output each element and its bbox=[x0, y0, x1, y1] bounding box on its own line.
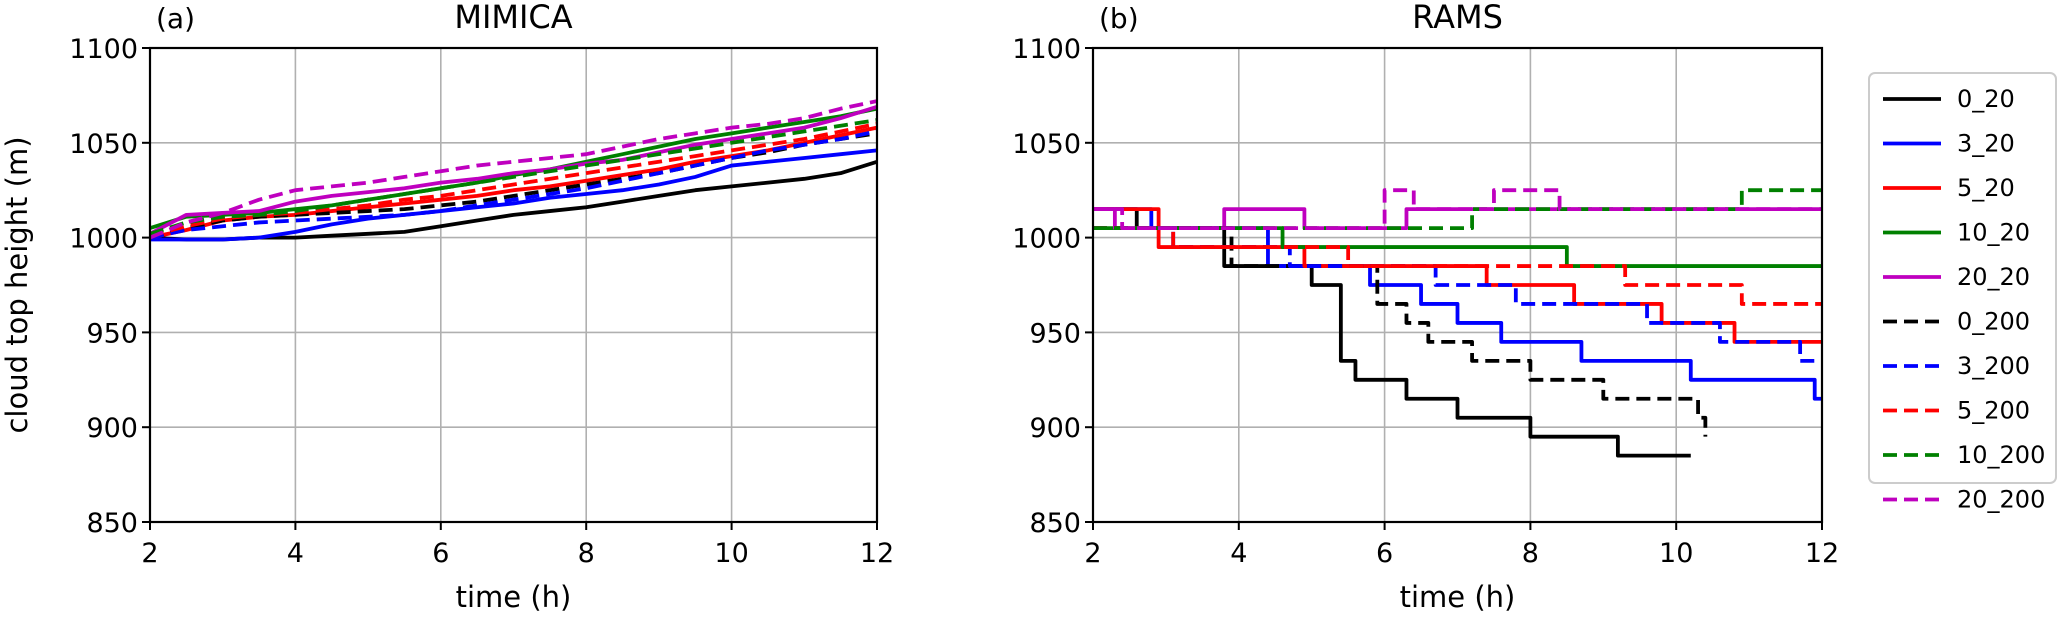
x-tick-label: 12 bbox=[1805, 538, 1839, 569]
legend-item: 0_20 bbox=[1883, 85, 2015, 113]
y-tick-label: 850 bbox=[86, 508, 138, 539]
series-line-3-20 bbox=[150, 148, 877, 242]
legend-label: 5_20 bbox=[1957, 174, 2015, 202]
axes-frame bbox=[1091, 46, 1824, 524]
x-axis-label: time (h) bbox=[456, 580, 572, 614]
x-tick-label: 8 bbox=[578, 538, 595, 569]
legend-label: 3_20 bbox=[1957, 130, 2015, 158]
x-tick-label: 10 bbox=[1659, 538, 1693, 569]
y-tick-label: 950 bbox=[1029, 318, 1081, 349]
legend-label: 5_200 bbox=[1957, 397, 2030, 425]
legend-item: 10_20 bbox=[1883, 219, 2030, 247]
legend-item: 3_200 bbox=[1883, 352, 2030, 380]
legend-item: 0_200 bbox=[1883, 308, 2030, 336]
panel-label: (b) bbox=[1099, 2, 1139, 35]
legend-label: 10_200 bbox=[1957, 441, 2045, 469]
x-tick-label: 12 bbox=[860, 538, 894, 569]
y-tick-label: 1050 bbox=[1012, 129, 1081, 160]
legend-item: 20_200 bbox=[1883, 486, 2045, 514]
series-line-20-20 bbox=[150, 104, 877, 236]
x-axis-label: time (h) bbox=[1400, 580, 1516, 614]
series-line-20-200 bbox=[1093, 188, 1822, 231]
series-line-20-20 bbox=[1093, 207, 1822, 231]
y-tick-label: 1050 bbox=[69, 129, 138, 160]
x-tick-label: 10 bbox=[714, 538, 748, 569]
y-tick-label: 850 bbox=[1029, 508, 1081, 539]
panel-rams: 2 4 6 8 10 12 850 900 950 1000 1050 1100 time (h) RAM… bbox=[1012, 0, 1839, 614]
series-line-10-200 bbox=[150, 118, 877, 236]
legend-label: 20_20 bbox=[1957, 263, 2030, 291]
legend-frame bbox=[1868, 72, 2057, 484]
x-tick-label: 4 bbox=[1230, 538, 1247, 569]
panel-label: (a) bbox=[156, 2, 195, 35]
series-line-0-20 bbox=[1093, 207, 1691, 458]
legend-label: 0_200 bbox=[1957, 308, 2030, 336]
x-tick-label: 2 bbox=[1084, 538, 1101, 569]
y-tick-label: 900 bbox=[86, 413, 138, 444]
panel-mimica: 2 4 6 8 10 12 850 900 950 1000 1050 1100 time (h) clo… bbox=[0, 0, 894, 614]
x-tick-label: 2 bbox=[141, 538, 158, 569]
series-group bbox=[1093, 188, 1822, 458]
legend-item: 3_20 bbox=[1883, 130, 2015, 158]
series-line-5-200 bbox=[150, 121, 877, 238]
x-tick-label: 4 bbox=[287, 538, 304, 569]
legend-label: 0_20 bbox=[1957, 85, 2015, 113]
y-tick-label: 1000 bbox=[69, 224, 138, 255]
legend-item: 20_20 bbox=[1883, 263, 2030, 291]
legend: 0_20 3_20 5_20 10_20 20_20 0_200 3_200 5_200 10_… bbox=[1868, 72, 2057, 514]
y-tick-label: 1000 bbox=[1012, 224, 1081, 255]
chart-title: RAMS bbox=[1412, 0, 1503, 36]
series-line-3-20 bbox=[1093, 207, 1822, 401]
y-tick-label: 1100 bbox=[1012, 34, 1081, 65]
chart-title: MIMICA bbox=[454, 0, 572, 36]
legend-label: 20_200 bbox=[1957, 486, 2045, 514]
legend-item: 5_200 bbox=[1883, 397, 2030, 425]
series-line-5-200 bbox=[1093, 226, 1822, 306]
y-tick-label: 900 bbox=[1029, 413, 1081, 444]
series-group bbox=[150, 99, 877, 242]
y-axis-label: cloud top height (m) bbox=[0, 136, 34, 433]
x-tick-label: 6 bbox=[432, 538, 449, 569]
x-tick-label: 8 bbox=[1522, 538, 1539, 569]
legend-item: 10_200 bbox=[1883, 441, 2045, 469]
x-tick-label: 6 bbox=[1376, 538, 1393, 569]
y-tick-label: 1100 bbox=[69, 34, 138, 65]
axes-frame bbox=[148, 46, 879, 524]
legend-label: 10_20 bbox=[1957, 219, 2030, 247]
legend-label: 3_200 bbox=[1957, 352, 2030, 380]
legend-item: 5_20 bbox=[1883, 174, 2015, 202]
series-line-20-200 bbox=[150, 99, 877, 240]
series-line-3-200 bbox=[150, 129, 877, 240]
y-tick-label: 950 bbox=[86, 318, 138, 349]
